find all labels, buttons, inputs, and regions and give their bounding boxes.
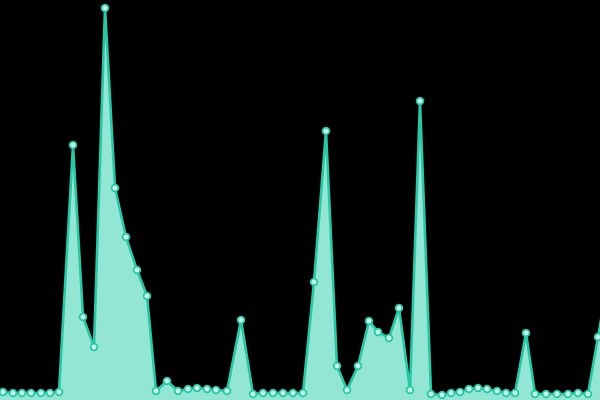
data-point-marker[interactable]	[464, 384, 474, 394]
data-point-marker[interactable]	[236, 315, 246, 325]
data-point-marker[interactable]	[36, 388, 46, 398]
data-point-marker[interactable]	[455, 387, 465, 397]
data-point-marker[interactable]	[258, 388, 268, 398]
data-point-marker[interactable]	[563, 389, 573, 399]
data-point-marker[interactable]	[501, 388, 511, 398]
data-point-marker[interactable]	[541, 389, 551, 399]
data-point-marker[interactable]	[222, 386, 232, 396]
data-point-marker[interactable]	[521, 328, 531, 338]
data-point-marker[interactable]	[211, 385, 221, 395]
data-point-marker[interactable]	[446, 388, 456, 398]
data-point-marker[interactable]	[405, 385, 415, 395]
data-point-marker[interactable]	[162, 376, 172, 386]
data-point-marker[interactable]	[583, 389, 593, 399]
data-point-marker[interactable]	[353, 361, 363, 371]
data-point-marker[interactable]	[342, 385, 352, 395]
data-point-marker[interactable]	[192, 383, 202, 393]
data-point-marker[interactable]	[151, 386, 161, 396]
data-point-marker[interactable]	[321, 126, 331, 136]
data-point-marker[interactable]	[248, 389, 258, 399]
data-point-marker[interactable]	[298, 388, 308, 398]
data-point-marker[interactable]	[89, 342, 99, 352]
data-point-marker[interactable]	[373, 327, 383, 337]
data-point-marker[interactable]	[45, 388, 55, 398]
data-point-marker[interactable]	[473, 383, 483, 393]
data-point-marker[interactable]	[268, 388, 278, 398]
data-point-marker[interactable]	[593, 332, 600, 342]
data-point-marker[interactable]	[0, 387, 8, 397]
data-point-marker[interactable]	[492, 386, 502, 396]
data-point-marker[interactable]	[332, 361, 342, 371]
data-point-marker[interactable]	[132, 265, 142, 275]
data-point-marker[interactable]	[17, 388, 27, 398]
data-point-marker[interactable]	[384, 333, 394, 343]
data-point-marker[interactable]	[364, 316, 374, 326]
data-point-marker[interactable]	[110, 183, 120, 193]
data-point-marker[interactable]	[415, 96, 425, 106]
data-point-marker[interactable]	[54, 387, 64, 397]
data-point-marker[interactable]	[278, 388, 288, 398]
data-point-marker[interactable]	[173, 386, 183, 396]
data-point-marker[interactable]	[121, 232, 131, 242]
data-point-marker[interactable]	[437, 390, 447, 400]
data-point-marker[interactable]	[552, 389, 562, 399]
data-point-marker[interactable]	[309, 277, 319, 287]
data-point-marker[interactable]	[426, 389, 436, 399]
data-point-marker[interactable]	[573, 388, 583, 398]
data-point-marker[interactable]	[482, 384, 492, 394]
data-point-marker[interactable]	[510, 388, 520, 398]
area-fill	[0, 8, 600, 400]
data-point-marker[interactable]	[142, 291, 152, 301]
data-point-marker[interactable]	[26, 388, 36, 398]
data-point-marker[interactable]	[68, 140, 78, 150]
data-point-marker[interactable]	[8, 388, 18, 398]
data-point-marker[interactable]	[530, 389, 540, 399]
area-line	[0, 6, 600, 397]
data-point-marker[interactable]	[288, 388, 298, 398]
data-point-marker[interactable]	[394, 303, 404, 313]
data-point-marker[interactable]	[183, 384, 193, 394]
data-point-marker[interactable]	[78, 312, 88, 322]
data-point-marker[interactable]	[100, 3, 110, 13]
data-point-marker[interactable]	[202, 384, 212, 394]
